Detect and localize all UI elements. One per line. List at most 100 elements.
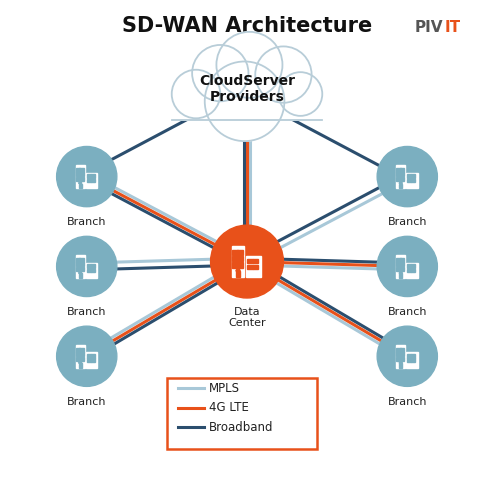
Polygon shape	[407, 352, 417, 368]
Polygon shape	[232, 246, 244, 277]
FancyBboxPatch shape	[172, 88, 322, 121]
Polygon shape	[76, 352, 80, 356]
Circle shape	[216, 32, 283, 98]
Polygon shape	[80, 357, 83, 361]
Polygon shape	[396, 177, 401, 181]
Polygon shape	[400, 168, 404, 172]
Polygon shape	[91, 269, 95, 272]
Circle shape	[377, 146, 437, 206]
Polygon shape	[79, 362, 82, 363]
Text: 4G LTE: 4G LTE	[209, 401, 249, 414]
Polygon shape	[86, 352, 97, 368]
Polygon shape	[407, 262, 417, 278]
Circle shape	[57, 326, 117, 386]
Polygon shape	[396, 352, 401, 356]
Polygon shape	[400, 258, 404, 262]
Polygon shape	[408, 354, 412, 358]
Polygon shape	[87, 269, 91, 272]
Polygon shape	[396, 165, 405, 188]
Polygon shape	[87, 179, 91, 182]
Polygon shape	[412, 174, 415, 178]
Polygon shape	[408, 359, 412, 362]
Polygon shape	[400, 262, 404, 266]
Polygon shape	[232, 262, 238, 268]
Polygon shape	[408, 269, 412, 272]
Circle shape	[377, 236, 437, 296]
Polygon shape	[91, 179, 95, 182]
Polygon shape	[76, 255, 84, 278]
Text: Branch: Branch	[387, 397, 427, 407]
Polygon shape	[76, 172, 80, 176]
Polygon shape	[407, 173, 417, 188]
Polygon shape	[396, 255, 405, 278]
Polygon shape	[396, 345, 405, 368]
Text: MPLS: MPLS	[209, 382, 240, 395]
Polygon shape	[80, 172, 83, 176]
Polygon shape	[87, 359, 91, 362]
Text: SD-WAN Architecture: SD-WAN Architecture	[122, 16, 372, 36]
Polygon shape	[412, 359, 415, 362]
Polygon shape	[76, 165, 84, 188]
Polygon shape	[399, 362, 402, 363]
Circle shape	[57, 236, 117, 296]
Polygon shape	[80, 352, 83, 356]
Polygon shape	[91, 354, 95, 358]
Text: PIV: PIV	[414, 20, 443, 35]
Polygon shape	[399, 183, 402, 188]
Circle shape	[377, 326, 437, 386]
Circle shape	[57, 146, 117, 206]
Polygon shape	[247, 264, 252, 269]
Polygon shape	[400, 267, 404, 271]
Polygon shape	[399, 182, 402, 183]
Polygon shape	[91, 174, 95, 178]
Polygon shape	[76, 258, 80, 262]
Polygon shape	[86, 173, 97, 188]
Polygon shape	[76, 168, 80, 172]
Polygon shape	[412, 354, 415, 358]
Text: Branch: Branch	[67, 397, 107, 407]
Polygon shape	[76, 345, 84, 368]
Polygon shape	[87, 174, 91, 178]
Polygon shape	[400, 348, 404, 352]
Text: Broadband: Broadband	[209, 421, 274, 434]
Polygon shape	[232, 250, 238, 255]
Polygon shape	[80, 267, 83, 271]
Polygon shape	[412, 264, 415, 268]
Polygon shape	[247, 258, 252, 263]
Polygon shape	[80, 348, 83, 352]
Polygon shape	[400, 177, 404, 181]
Polygon shape	[412, 179, 415, 182]
Text: Branch: Branch	[387, 217, 427, 227]
Circle shape	[205, 61, 285, 141]
Polygon shape	[237, 256, 243, 261]
Polygon shape	[396, 258, 401, 262]
Polygon shape	[396, 357, 401, 361]
Circle shape	[279, 72, 322, 116]
Text: CloudServer
Providers: CloudServer Providers	[199, 74, 295, 104]
Text: Branch: Branch	[67, 307, 107, 317]
Polygon shape	[400, 357, 404, 361]
Polygon shape	[408, 264, 412, 268]
Polygon shape	[396, 267, 401, 271]
FancyBboxPatch shape	[167, 378, 318, 449]
Text: Branch: Branch	[67, 217, 107, 227]
Polygon shape	[237, 262, 243, 268]
Polygon shape	[408, 174, 412, 178]
Polygon shape	[79, 272, 82, 273]
Polygon shape	[80, 262, 83, 266]
Polygon shape	[252, 258, 258, 263]
Text: IT: IT	[445, 20, 461, 35]
Polygon shape	[80, 258, 83, 262]
Polygon shape	[76, 357, 80, 361]
Circle shape	[172, 70, 220, 118]
Polygon shape	[399, 273, 402, 278]
Polygon shape	[236, 269, 240, 271]
Polygon shape	[87, 264, 91, 268]
Text: Branch: Branch	[387, 307, 427, 317]
Polygon shape	[91, 264, 95, 268]
Polygon shape	[91, 359, 95, 362]
Polygon shape	[412, 269, 415, 272]
Polygon shape	[79, 183, 82, 188]
Polygon shape	[80, 168, 83, 172]
Circle shape	[210, 225, 284, 298]
